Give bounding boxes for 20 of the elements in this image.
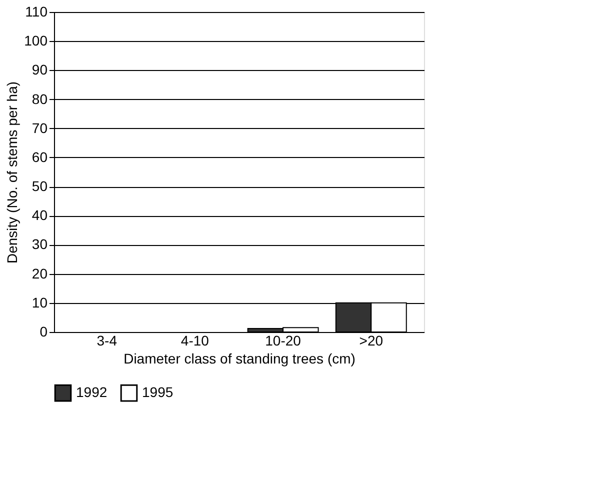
x-tick-label: 10-20 [265, 332, 302, 348]
y-tick-label: 80 [32, 90, 48, 107]
y-tick-label: 10 [32, 294, 48, 310]
y-tick-label: 0 [40, 324, 48, 340]
y-tick-label: 60 [32, 148, 48, 165]
y-axis-title: Density (No. of stems per ha) [4, 81, 20, 264]
x-axis-title: Diameter class of standing trees (cm) [124, 350, 356, 366]
y-tick-label: 70 [32, 120, 48, 136]
y-tick-label: 20 [32, 265, 48, 282]
y-tick-label: 100 [24, 32, 48, 49]
y-tick-label: 90 [32, 62, 48, 78]
x-tick-label: 3-4 [96, 332, 118, 348]
legend-label: 1995 [142, 384, 174, 400]
x-tick-label: 4-10 [180, 332, 210, 348]
y-tick-label: 40 [32, 207, 48, 224]
y-tick-label: 30 [32, 236, 48, 252]
y-tick-label: 110 [25, 4, 48, 20]
legend-label: 1992 [76, 384, 108, 400]
y-tick-label: 50 [32, 178, 48, 194]
x-tick-label: >20 [359, 332, 384, 348]
